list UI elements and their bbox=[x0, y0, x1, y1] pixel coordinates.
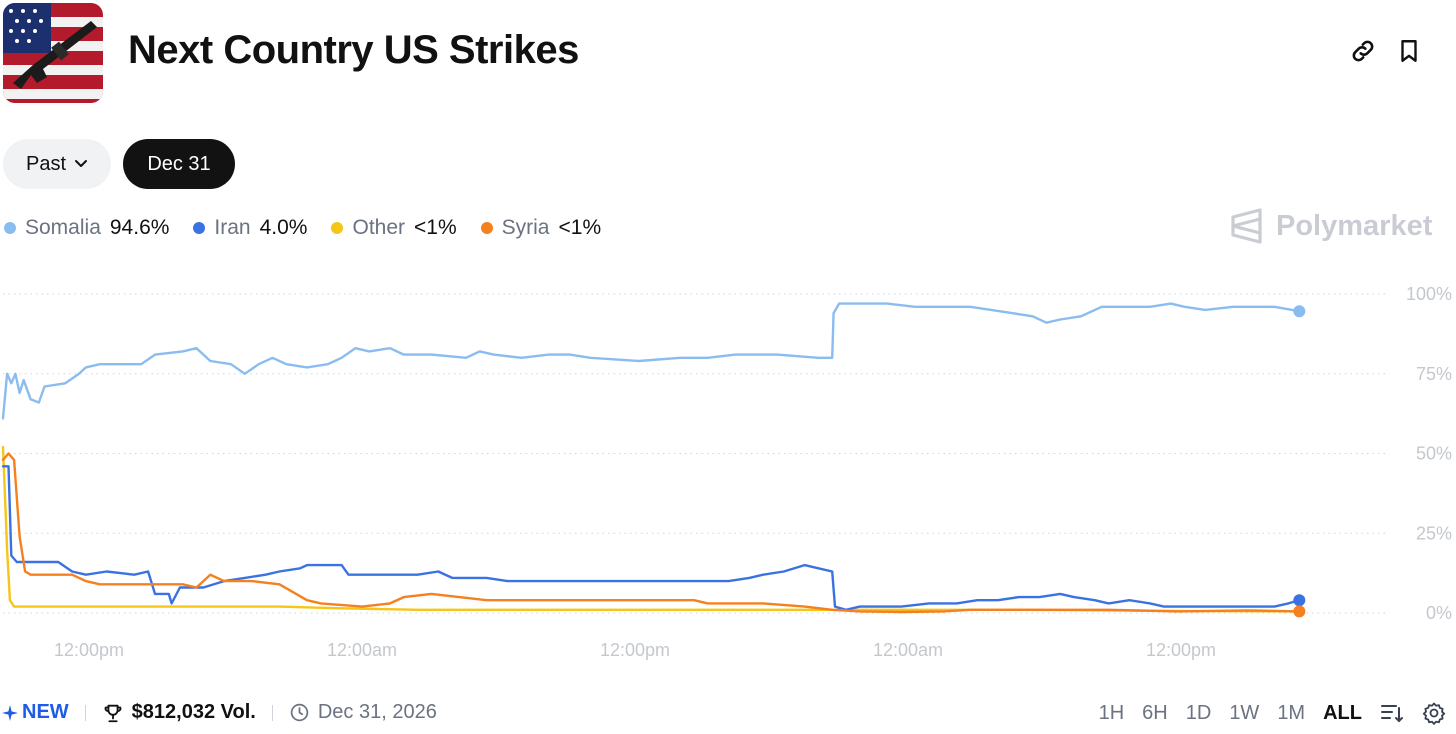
polymarket-logo-icon bbox=[1231, 208, 1262, 244]
footer-meta: NEW $812,032 Vol. Dec 31, 2026 bbox=[2, 701, 437, 724]
x-tick-label: 12:00pm bbox=[54, 640, 124, 660]
sort-icon[interactable] bbox=[1380, 702, 1404, 724]
y-tick-label: 25% bbox=[1416, 523, 1452, 543]
chart-legend: Somalia 94.6% Iran 4.0% Other <1% Syria … bbox=[0, 213, 621, 243]
brand-name: Polymarket bbox=[1276, 209, 1433, 242]
series-line-syria bbox=[1, 452, 1301, 614]
series-lines bbox=[1, 302, 1301, 614]
market-header: Next Country US Strikes bbox=[0, 0, 1456, 110]
legend-value: 94.6% bbox=[109, 216, 170, 239]
clock-icon bbox=[290, 703, 309, 722]
grid-lines bbox=[3, 293, 1385, 614]
legend-name: Somalia bbox=[25, 216, 101, 239]
past-label: Past bbox=[25, 152, 67, 175]
series-line-iran bbox=[1, 465, 1301, 611]
legend-value: <1% bbox=[414, 216, 457, 239]
volume: $812,032 Vol. bbox=[102, 701, 256, 724]
chevron-down-icon bbox=[75, 160, 88, 167]
y-tick-label: 75% bbox=[1416, 364, 1452, 384]
end-dot-syria bbox=[1293, 605, 1306, 618]
x-axis: 12:00pm 12:00am 12:00pm 12:00am 12:00pm bbox=[54, 640, 1216, 660]
bookmark-icon[interactable] bbox=[1392, 34, 1426, 68]
divider bbox=[84, 704, 86, 721]
market-footer: NEW $812,032 Vol. Dec 31, 2026 1H 6H 1D bbox=[0, 695, 1456, 733]
legend-item: Iran 4.0% bbox=[189, 216, 307, 240]
sparkle-icon bbox=[2, 704, 18, 721]
range-1w[interactable]: 1W bbox=[1229, 701, 1260, 724]
range-1m[interactable]: 1M bbox=[1277, 701, 1306, 724]
us-flag-rifle-image bbox=[3, 3, 103, 103]
legend-item: Syria <1% bbox=[477, 216, 601, 240]
y-tick-label: 0% bbox=[1426, 603, 1452, 623]
page-title: Next Country US Strikes bbox=[128, 28, 579, 72]
polymarket-brand: Polymarket bbox=[1230, 208, 1432, 244]
y-tick-label: 50% bbox=[1416, 444, 1452, 464]
legend-value: <1% bbox=[558, 216, 602, 239]
legend-name: Other bbox=[352, 216, 406, 239]
x-tick-label: 12:00am bbox=[327, 640, 397, 660]
new-label: NEW bbox=[22, 701, 69, 723]
end-date: Dec 31, 2026 bbox=[289, 701, 437, 724]
x-tick-label: 12:00am bbox=[873, 640, 943, 660]
past-dropdown[interactable]: Past bbox=[3, 139, 111, 189]
legend-dot bbox=[480, 222, 493, 234]
legend-dot bbox=[331, 222, 344, 234]
range-1d[interactable]: 1D bbox=[1185, 701, 1212, 724]
range-all[interactable]: ALL bbox=[1323, 701, 1362, 724]
divider bbox=[271, 704, 273, 721]
series-end-dots bbox=[1293, 305, 1306, 618]
legend-dot bbox=[4, 222, 16, 234]
legend-dot bbox=[193, 222, 206, 234]
link-icon[interactable] bbox=[1346, 34, 1380, 68]
legend-name: Syria bbox=[501, 216, 550, 239]
legend-name: Iran bbox=[214, 216, 251, 239]
new-badge: NEW bbox=[2, 701, 69, 724]
end-dot-iran bbox=[1293, 594, 1306, 607]
y-tick-label: 100% bbox=[1406, 284, 1452, 304]
range-1h[interactable]: 1H bbox=[1098, 701, 1125, 724]
date-filters: Past Dec 31 bbox=[3, 139, 235, 189]
volume-value: $812,032 Vol. bbox=[131, 701, 256, 723]
x-tick-label: 12:00pm bbox=[600, 640, 670, 660]
legend-value: 4.0% bbox=[259, 216, 308, 239]
x-tick-label: 12:00pm bbox=[1146, 640, 1216, 660]
y-axis: 0% 25% 50% 75% 100% bbox=[1406, 284, 1452, 623]
range-6h[interactable]: 6H bbox=[1142, 701, 1168, 724]
range-selector: 1H 6H 1D 1W 1M ALL bbox=[1099, 701, 1446, 725]
gear-icon[interactable] bbox=[1422, 701, 1446, 725]
end-date-label: Dec 31, 2026 bbox=[317, 701, 437, 723]
date-pill-dec-31[interactable]: Dec 31 bbox=[123, 139, 235, 189]
end-dot-somalia bbox=[1293, 305, 1306, 318]
series-line-somalia bbox=[1, 302, 1301, 420]
probability-chart: 0%25%50%75%100% 12:00pm 12:00am 12:00pm 12:… bbox=[1, 284, 1452, 660]
legend-item: Somalia 94.6% bbox=[0, 216, 169, 240]
legend-item: Other <1% bbox=[327, 216, 457, 240]
date-pill-label: Dec 31 bbox=[147, 152, 211, 175]
trophy-icon bbox=[104, 704, 122, 722]
